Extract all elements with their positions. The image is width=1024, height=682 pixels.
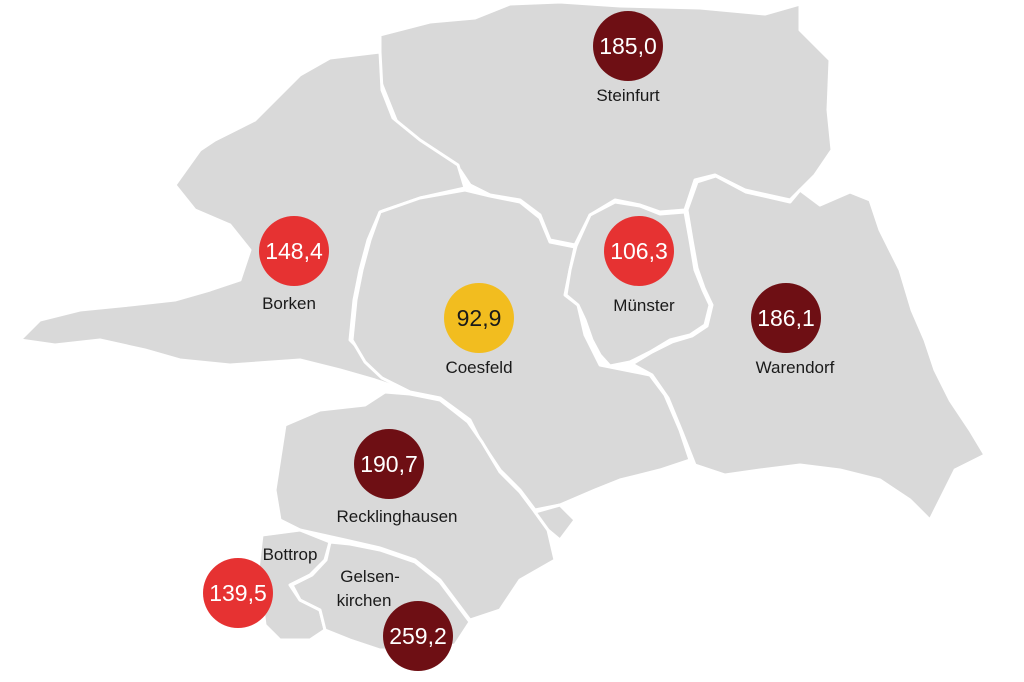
value-label: 259,2: [389, 623, 447, 649]
district-label: Recklinghausen: [337, 507, 458, 526]
value-label: 190,7: [360, 451, 418, 477]
value-circle: [593, 11, 663, 81]
value-circle: [354, 429, 424, 499]
district-label: Coesfeld: [445, 358, 512, 377]
region-warendorf[interactable]: [630, 174, 987, 522]
region-southeast-lobe[interactable]: [533, 503, 577, 542]
value-circle: [444, 283, 514, 353]
marker-borken[interactable]: 148,4 Borken: [259, 216, 329, 313]
district-label-line2: kirchen: [337, 591, 392, 610]
value-label: 106,3: [610, 238, 668, 264]
district-label: Münster: [613, 296, 675, 315]
district-label: Borken: [262, 294, 316, 313]
value-circle: [203, 558, 273, 628]
district-label: Warendorf: [756, 358, 835, 377]
value-circle: [383, 601, 453, 671]
value-label: 148,4: [265, 238, 323, 264]
marker-recklinghausen[interactable]: 190,7 Recklinghausen: [337, 429, 458, 526]
region-recklinghausen[interactable]: [273, 390, 557, 622]
value-label: 92,9: [457, 305, 502, 331]
value-label: 185,0: [599, 33, 657, 59]
value-label: 139,5: [209, 580, 267, 606]
region-coesfeld[interactable]: [350, 188, 692, 512]
value-circle: [604, 216, 674, 286]
marker-coesfeld[interactable]: 92,9 Coesfeld: [444, 283, 514, 377]
region-steinfurt[interactable]: [378, 0, 834, 247]
value-circle: [259, 216, 329, 286]
marker-steinfurt[interactable]: 185,0 Steinfurt: [593, 11, 663, 105]
region-borken[interactable]: [18, 50, 467, 392]
marker-bottrop[interactable]: 139,5 Bottrop: [203, 545, 317, 628]
value-circle: [751, 283, 821, 353]
marker-gelsenkirchen[interactable]: 259,2 Gelsen- kirchen: [337, 567, 453, 671]
marker-muenster[interactable]: 106,3 Münster: [604, 216, 675, 315]
value-label: 186,1: [757, 305, 815, 331]
district-label: Bottrop: [263, 545, 318, 564]
district-label-line1: Gelsen-: [340, 567, 400, 586]
district-label: Steinfurt: [596, 86, 660, 105]
marker-warendorf[interactable]: 186,1 Warendorf: [751, 283, 835, 377]
